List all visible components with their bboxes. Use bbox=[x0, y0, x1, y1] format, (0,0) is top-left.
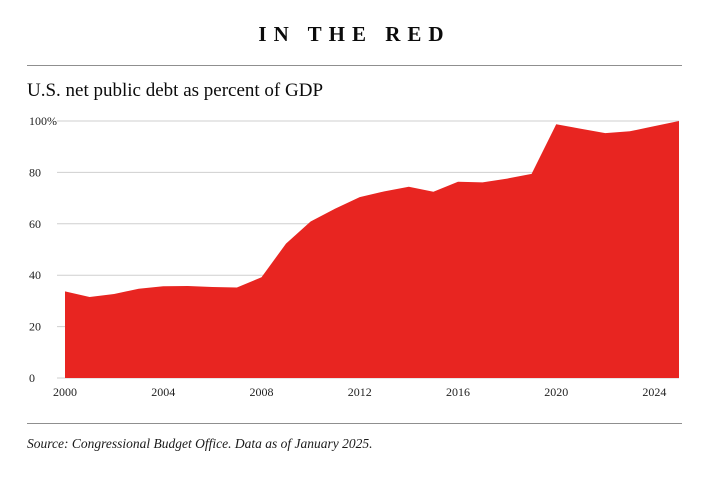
y-axis-label: 60 bbox=[29, 217, 41, 231]
y-axis-label: 40 bbox=[29, 268, 41, 282]
header-divider bbox=[27, 65, 682, 66]
x-axis-label: 2000 bbox=[53, 385, 77, 399]
y-axis-label: 0 bbox=[29, 371, 35, 385]
y-axis-label: 100% bbox=[29, 114, 57, 128]
x-axis-label: 2012 bbox=[348, 385, 372, 399]
y-axis-label: 80 bbox=[29, 165, 41, 179]
x-axis-label: 2020 bbox=[544, 385, 568, 399]
chart-subtitle: U.S. net public debt as percent of GDP bbox=[27, 80, 324, 101]
x-axis-label: 2008 bbox=[250, 385, 274, 399]
x-axis-label: 2024 bbox=[642, 385, 666, 399]
source-note: Source: Congressional Budget Office. Dat… bbox=[27, 436, 373, 451]
page-title: IN THE RED bbox=[258, 22, 451, 46]
debt-area-chart: 0 20 40 60 80 100% 2000 2004 2008 2012 2016 2020 202… bbox=[29, 114, 679, 399]
x-axis-label: 2004 bbox=[151, 385, 175, 399]
x-axis-label: 2016 bbox=[446, 385, 470, 399]
footer-divider bbox=[27, 423, 682, 424]
y-axis-label: 20 bbox=[29, 320, 41, 334]
chart-container: 0 20 40 60 80 100% 2000 2004 2008 2012 2016 2020 202… bbox=[27, 106, 682, 411]
area-series bbox=[65, 121, 679, 378]
